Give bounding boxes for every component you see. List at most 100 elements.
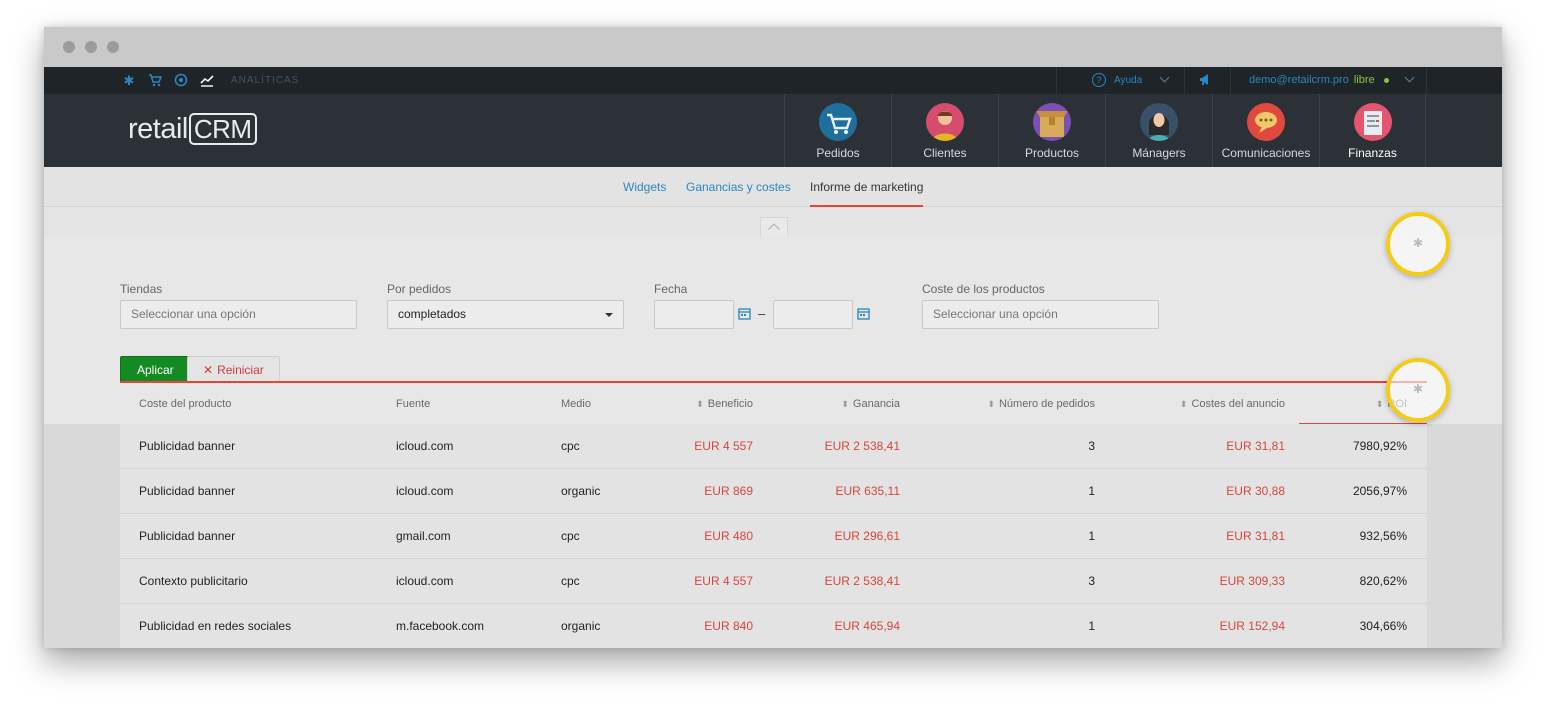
- table-row[interactable]: Contexto publicitario icloud.com cpc EUR 4 …: [120, 559, 1427, 604]
- online-status-dot: [1383, 77, 1389, 83]
- table-top-border: [120, 381, 1427, 383]
- help-icon: ?: [1092, 73, 1106, 88]
- cell-product-cost: Publicidad banner: [139, 529, 236, 543]
- sort-icon: ⬍: [1179, 399, 1188, 409]
- cell-margin: EUR 296,61: [834, 529, 900, 543]
- cell-medium: organic: [561, 619, 601, 633]
- cell-profit: EUR 4 557: [694, 439, 753, 453]
- apply-button[interactable]: Aplicar: [120, 356, 191, 385]
- nav-item-productos[interactable]: Productos: [998, 94, 1105, 167]
- cell-profit: EUR 840: [704, 619, 753, 633]
- collapse-filters-button[interactable]: [760, 217, 788, 236]
- cell-ad-costs: EUR 31,81: [1226, 439, 1285, 453]
- close-icon: ✕: [203, 363, 214, 377]
- date-to-input[interactable]: [773, 300, 853, 329]
- sortable-column-header[interactable]: ⬍ Número de pedidos: [987, 398, 1095, 410]
- nav-label: Comunicaciones: [1221, 146, 1311, 160]
- cell-product-cost: Contexto publicitario: [139, 574, 248, 588]
- cell-source: m.facebook.com: [396, 619, 485, 633]
- orders-select[interactable]: completados: [387, 300, 624, 329]
- cell-orders-count: 3: [1088, 574, 1095, 588]
- chevron-down-icon: [1404, 72, 1415, 83]
- sort-icon: ⬍: [987, 399, 995, 409]
- customer-avatar-icon: [926, 103, 964, 141]
- stores-select[interactable]: Seleccionar una opción: [120, 300, 357, 329]
- separator: [1426, 67, 1427, 94]
- table-body: Publicidad banner icloud.com cpc EUR 4 557 E…: [120, 424, 1427, 648]
- settings-icon[interactable]: ✱: [123, 73, 135, 88]
- cell-medium: organic: [561, 484, 601, 498]
- cell-source: icloud.com: [396, 574, 454, 588]
- gear-icon: ✱: [1412, 382, 1424, 396]
- orders-cart-icon: [819, 103, 857, 141]
- nav-label: Productos: [1024, 146, 1080, 160]
- cell-product-cost: Publicidad banner: [139, 439, 236, 453]
- column-header: Fuente: [396, 398, 431, 410]
- user-email: demo@retailcrm.pro: [1249, 74, 1349, 86]
- cell-profit: EUR 869: [704, 484, 753, 498]
- separator: [1184, 67, 1185, 94]
- cell-source: icloud.com: [396, 484, 454, 498]
- nav-item-clientes[interactable]: Clientes: [891, 94, 998, 167]
- analytics-icon[interactable]: [199, 73, 215, 89]
- calendar-icon[interactable]: [857, 307, 870, 323]
- caret-down-icon: [605, 313, 613, 317]
- table-row[interactable]: Publicidad banner icloud.com cpc EUR 4 557 E…: [120, 424, 1427, 469]
- stores-label: Tiendas: [120, 282, 163, 296]
- nav-item-managers[interactable]: Mánagers: [1105, 94, 1212, 167]
- nav-item-pedidos[interactable]: Pedidos: [784, 94, 891, 167]
- table-row[interactable]: Publicidad banner icloud.com organic EUR 86…: [120, 469, 1427, 514]
- sortable-column-header[interactable]: ⬍ Ganancia: [841, 398, 900, 410]
- orders-label: Por pedidos: [387, 282, 452, 296]
- cell-margin: EUR 2 538,41: [824, 574, 900, 588]
- tab-informe-de-marketing[interactable]: Informe de marketing: [810, 180, 924, 194]
- window-maximize-dot[interactable]: [107, 41, 119, 53]
- window-close-dot[interactable]: [63, 41, 75, 53]
- column-header-label: Costes del anuncio: [1191, 398, 1285, 410]
- user-menu[interactable]: demo@retailcrm.pro libre: [1249, 72, 1415, 86]
- cell-orders-count: 1: [1088, 619, 1095, 633]
- manager-avatar-icon: [1140, 103, 1178, 141]
- table-row[interactable]: Publicidad banner gmail.com cpc EUR 480 EUR …: [120, 514, 1427, 559]
- separator: [1230, 67, 1231, 94]
- cell-source: icloud.com: [396, 439, 454, 453]
- hint-hotspot[interactable]: ✱: [1386, 212, 1450, 276]
- section-label: ANALÍTICAS: [231, 75, 300, 86]
- cell-profit: EUR 4 557: [694, 574, 753, 588]
- logo-prefix: retail: [128, 113, 188, 145]
- cell-margin: EUR 2 538,41: [824, 439, 900, 453]
- megaphone-icon[interactable]: [1199, 73, 1213, 89]
- nav-item-finanzas[interactable]: Finanzas: [1319, 94, 1426, 173]
- nav-label: Finanzas: [1348, 146, 1397, 160]
- column-header: Medio: [561, 398, 591, 410]
- table-row[interactable]: Publicidad en redes sociales m.facebook.c…: [120, 604, 1427, 648]
- tab-widgets[interactable]: Widgets: [623, 180, 667, 194]
- sortable-column-header[interactable]: ⬍ Beneficio: [696, 398, 753, 410]
- nav-item-comunicaciones[interactable]: Comunicaciones: [1212, 94, 1319, 167]
- cell-roi: 820,62%: [1359, 574, 1407, 588]
- product-box-icon: [1033, 103, 1071, 141]
- window-minimize-dot[interactable]: [85, 41, 97, 53]
- cart-icon[interactable]: [147, 73, 163, 89]
- product-cost-select[interactable]: Seleccionar una opción: [922, 300, 1159, 329]
- cell-orders-count: 1: [1088, 484, 1095, 498]
- separator: [1056, 67, 1057, 94]
- calendar-icon[interactable]: [738, 307, 751, 323]
- reset-label: Reiniciar: [217, 363, 264, 377]
- column-header-label: Número de pedidos: [998, 398, 1095, 410]
- cell-ad-costs: EUR 152,94: [1219, 619, 1285, 633]
- cell-roi: 304,66%: [1359, 619, 1407, 633]
- date-from-input[interactable]: [654, 300, 734, 329]
- help-menu[interactable]: ? Ayuda: [1092, 72, 1170, 90]
- active-tab-indicator: [810, 205, 923, 207]
- hint-hotspot[interactable]: ✱: [1386, 358, 1450, 422]
- retailcrm-logo[interactable]: retail CRM: [128, 113, 257, 146]
- cell-medium: cpc: [561, 529, 580, 543]
- cell-medium: cpc: [561, 574, 580, 588]
- cell-margin: EUR 635,11: [835, 484, 900, 498]
- integrations-icon[interactable]: [173, 73, 189, 89]
- cell-orders-count: 1: [1088, 529, 1095, 543]
- tab-ganancias-y-costes[interactable]: Ganancias y costes: [686, 180, 791, 194]
- sortable-column-header[interactable]: ⬍ Costes del anuncio: [1180, 398, 1285, 410]
- help-label: Ayuda: [1114, 75, 1143, 86]
